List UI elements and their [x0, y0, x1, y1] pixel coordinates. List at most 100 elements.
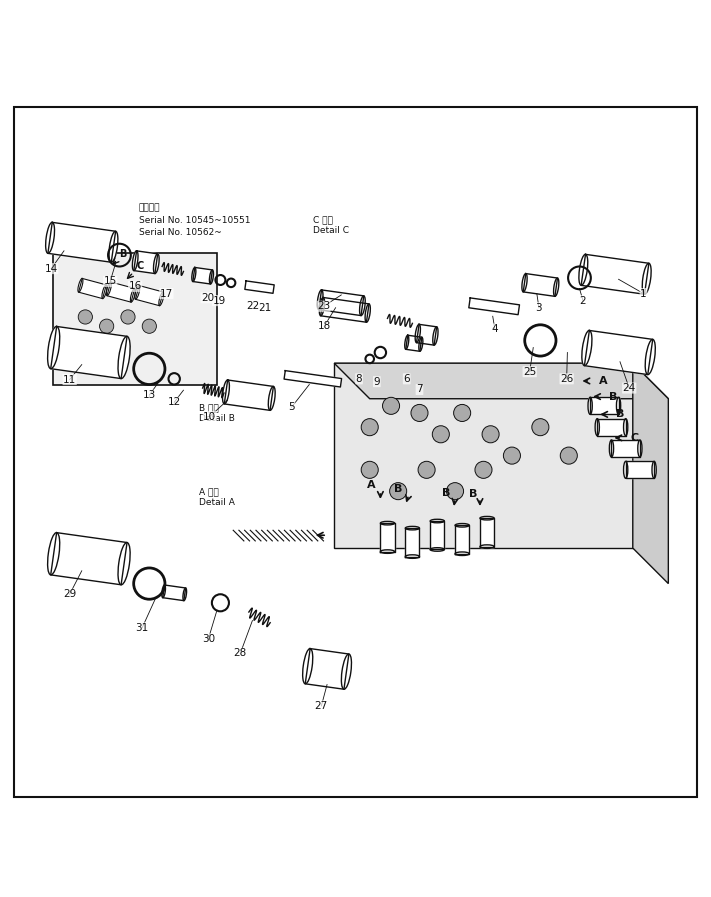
Ellipse shape — [107, 282, 112, 296]
Text: 適用号機
Serial No. 10545~10551
Serial No. 10562~: 適用号機 Serial No. 10545~10551 Serial No. 1… — [139, 204, 250, 237]
Polygon shape — [107, 282, 134, 302]
Circle shape — [475, 461, 492, 478]
Text: A: A — [599, 376, 607, 386]
Polygon shape — [50, 327, 127, 379]
Ellipse shape — [48, 327, 60, 369]
Ellipse shape — [455, 552, 469, 555]
Ellipse shape — [102, 285, 107, 299]
Polygon shape — [224, 380, 274, 410]
Polygon shape — [469, 298, 520, 315]
Text: 4: 4 — [491, 324, 498, 334]
Circle shape — [432, 426, 449, 443]
Ellipse shape — [624, 461, 628, 478]
Text: B: B — [609, 392, 618, 402]
Ellipse shape — [433, 327, 438, 345]
Ellipse shape — [154, 254, 159, 274]
Circle shape — [418, 461, 435, 478]
Ellipse shape — [303, 649, 313, 684]
Ellipse shape — [554, 278, 559, 296]
Ellipse shape — [430, 519, 444, 523]
Text: 20: 20 — [201, 292, 214, 303]
Polygon shape — [584, 330, 653, 375]
Text: B: B — [616, 409, 625, 420]
Polygon shape — [405, 528, 419, 556]
Ellipse shape — [118, 336, 130, 379]
Polygon shape — [284, 370, 341, 387]
Text: 28: 28 — [234, 649, 247, 658]
Ellipse shape — [48, 533, 60, 575]
Circle shape — [482, 426, 499, 443]
Text: 14: 14 — [45, 264, 58, 274]
Text: 23: 23 — [317, 301, 330, 311]
Ellipse shape — [360, 296, 365, 316]
Polygon shape — [430, 521, 444, 550]
Ellipse shape — [380, 521, 395, 525]
Text: 13: 13 — [143, 390, 156, 400]
Polygon shape — [319, 290, 364, 316]
Circle shape — [100, 319, 114, 334]
Text: B: B — [442, 488, 451, 499]
Text: 16: 16 — [129, 282, 141, 292]
Ellipse shape — [317, 290, 323, 309]
Text: C 詳細
Detail C: C 詳細 Detail C — [313, 215, 349, 235]
Text: B 詳細
Detail B: B 詳細 Detail B — [199, 404, 235, 423]
Text: 30: 30 — [202, 634, 215, 644]
Ellipse shape — [455, 524, 469, 527]
Ellipse shape — [132, 251, 138, 271]
Polygon shape — [50, 533, 127, 585]
Ellipse shape — [183, 588, 186, 601]
Text: 9: 9 — [373, 377, 380, 387]
Ellipse shape — [522, 274, 527, 292]
Text: 6: 6 — [403, 374, 410, 384]
Polygon shape — [136, 285, 163, 306]
Ellipse shape — [419, 337, 423, 352]
Ellipse shape — [135, 285, 140, 300]
Text: 2: 2 — [579, 296, 587, 306]
Polygon shape — [417, 325, 437, 345]
Ellipse shape — [588, 397, 592, 414]
Ellipse shape — [609, 440, 614, 457]
Text: 5: 5 — [288, 402, 295, 413]
Polygon shape — [590, 397, 619, 414]
Polygon shape — [245, 281, 274, 293]
Circle shape — [390, 483, 407, 500]
Polygon shape — [334, 363, 668, 399]
Text: A 詳細
Detail A: A 詳細 Detail A — [199, 488, 235, 507]
Ellipse shape — [642, 263, 651, 294]
Text: 18: 18 — [318, 321, 331, 331]
Text: B: B — [469, 489, 477, 499]
Ellipse shape — [430, 548, 444, 552]
Text: 22: 22 — [246, 301, 259, 311]
Text: 24: 24 — [623, 383, 636, 393]
Polygon shape — [480, 518, 494, 546]
Ellipse shape — [582, 330, 592, 366]
Polygon shape — [134, 251, 158, 274]
Ellipse shape — [579, 255, 588, 285]
Polygon shape — [406, 335, 422, 352]
Text: 17: 17 — [160, 289, 173, 299]
Ellipse shape — [46, 222, 55, 253]
Ellipse shape — [341, 654, 351, 689]
Ellipse shape — [652, 461, 656, 478]
Circle shape — [361, 419, 378, 436]
Text: 10: 10 — [203, 412, 216, 422]
Ellipse shape — [480, 517, 494, 520]
Text: 27: 27 — [315, 701, 328, 711]
Ellipse shape — [159, 292, 164, 306]
Circle shape — [454, 405, 471, 422]
Text: 29: 29 — [63, 589, 76, 599]
Polygon shape — [626, 461, 654, 478]
Circle shape — [411, 405, 428, 422]
Ellipse shape — [645, 339, 656, 375]
Ellipse shape — [268, 387, 275, 410]
Ellipse shape — [223, 380, 230, 404]
Ellipse shape — [380, 550, 395, 553]
Polygon shape — [611, 440, 640, 457]
Ellipse shape — [162, 585, 166, 597]
Polygon shape — [79, 278, 106, 299]
Ellipse shape — [480, 544, 494, 548]
Text: C: C — [137, 261, 144, 271]
Ellipse shape — [319, 298, 325, 316]
Text: 15: 15 — [104, 276, 117, 286]
Ellipse shape — [130, 289, 135, 302]
